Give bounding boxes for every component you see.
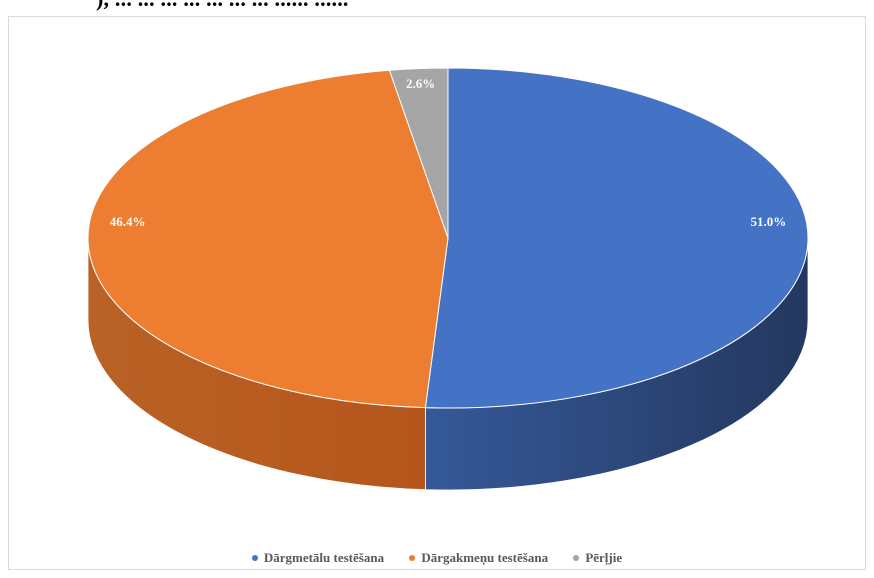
header-text: ), ... ... ... ... ... ... ... ...... ..… (96, 0, 349, 12)
cropped-header-text: ), ... ... ... ... ... ... ... ...... ..… (0, 0, 874, 16)
legend-label-perljie: Pērļjie (585, 550, 623, 565)
legend-swatch-dargmetalu (251, 555, 258, 561)
legend-item-dargakmenu: Dārgakmeņu testēšana (409, 550, 548, 566)
legend-swatch-perljie (573, 555, 580, 561)
pie-slice-perljie (388, 67, 449, 239)
data-label-perljie: 2.6% (406, 76, 435, 91)
pie-slice-dargmetalu (424, 67, 809, 409)
pie-data-labels: 51.0% 46.4% 2.6% (110, 76, 787, 229)
legend-item-dargmetalu: Dārgmetālu testēšana (251, 550, 385, 566)
legend-label-dargakmenu: Dārgakmeņu testēšana (421, 550, 549, 565)
data-label-dargmetalu: 51.0% (751, 214, 787, 229)
data-label-dargakmenu: 46.4% (110, 214, 146, 229)
pie-top (87, 67, 809, 409)
legend-swatch-dargakmenu (409, 555, 416, 561)
pie-slice-dargakmenu (87, 69, 449, 409)
legend-item-perljie: Pērļjie (573, 550, 622, 566)
legend-label-dargmetalu: Dārgmetālu testēšana (263, 550, 385, 565)
legend: Dārgmetālu testēšana Dārgakmeņu testēšan… (0, 549, 874, 566)
